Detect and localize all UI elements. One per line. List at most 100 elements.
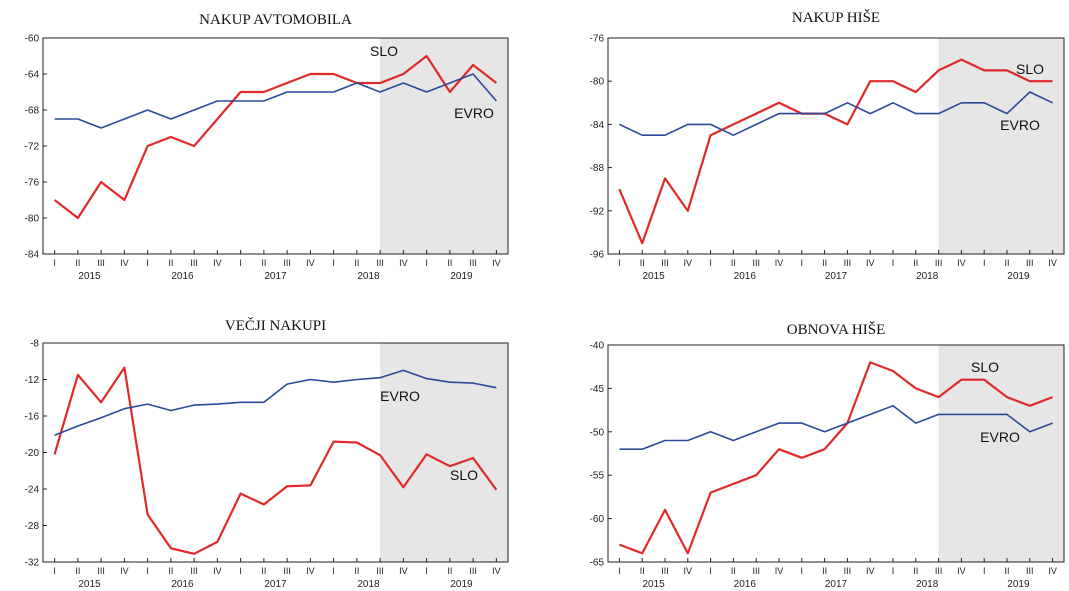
x-tick-label-quarter: III (469, 258, 477, 268)
y-tick-label: -40 (590, 341, 605, 352)
series-line-evro (54, 73, 498, 129)
y-tick-label: -68 (25, 106, 40, 117)
x-tick-label-year: 2016 (734, 579, 757, 590)
x-tick-label-quarter: IV (1048, 566, 1057, 576)
x-tick-label-year: 2018 (357, 271, 380, 282)
x-tick-label-quarter: III (283, 258, 291, 268)
x-tick-label-quarter: I (425, 258, 428, 268)
x-tick-label-quarter: II (822, 258, 827, 268)
x-tick-label-quarter: II (913, 566, 918, 576)
x-tick-label-year: 2016 (171, 271, 194, 282)
x-tick-label-quarter: IV (775, 566, 784, 576)
x-tick-label-quarter: III (1026, 258, 1034, 268)
shaded-region (938, 38, 1064, 254)
x-tick-label-quarter: III (1026, 566, 1034, 576)
x-tick-label-quarter: III (97, 258, 105, 268)
x-tick-label-quarter: I (146, 566, 149, 576)
chart-panel-3: VEČJI NAKUPI-32-28-24-20-16-12-8I II III IV… (25, 317, 509, 590)
x-tick-label-year: 2015 (78, 579, 101, 590)
x-tick-label-quarter: III (752, 258, 760, 268)
x-tick-label-quarter: I (618, 258, 621, 268)
chart-panel-1: NAKUP AVTOMOBILA-84-80-76-72-68-64-60I II… (25, 12, 509, 282)
x-tick-label-quarter: II (75, 566, 80, 576)
x-tick-label-year: 2019 (450, 579, 473, 590)
x-tick-label-quarter: II (640, 566, 645, 576)
series-label-slo: SLO (1016, 61, 1044, 77)
x-tick-label-year: 2015 (78, 271, 101, 282)
y-tick-label: -76 (25, 178, 40, 189)
series-line-slo (53, 54, 498, 220)
y-tick-label: -80 (590, 77, 605, 88)
x-tick-label-quarter: I (53, 566, 56, 576)
x-tick-label-year: 2017 (264, 579, 287, 590)
x-tick-label-quarter: I (146, 258, 149, 268)
x-tick-label-quarter: II (1004, 566, 1009, 576)
shaded-region (380, 343, 508, 562)
x-tick-label-year: 2019 (1007, 271, 1030, 282)
y-tick-label: -64 (25, 70, 40, 81)
x-tick-label-year: 2017 (264, 271, 287, 282)
x-tick-label-year: 2015 (642, 579, 665, 590)
x-tick-label-quarter: IV (1048, 258, 1057, 268)
series-label-slo: SLO (370, 43, 398, 59)
x-tick-label-quarter: III (190, 566, 198, 576)
series-line-slo (618, 58, 1053, 245)
chart-title: NAKUP AVTOMOBILA (199, 12, 352, 28)
chart-panel-4: OBNOVA HIŠE-65-60-55-50-45-40I II III IV I II… (590, 321, 1065, 590)
chart-title: OBNOVA HIŠE (787, 321, 886, 338)
x-tick-label-quarter: IV (492, 258, 501, 268)
x-tick-label-year: 2015 (642, 271, 665, 282)
x-tick-label-quarter: II (447, 258, 452, 268)
series-label-evro: EVRO (454, 105, 494, 121)
x-tick-label-quarter: II (731, 258, 736, 268)
y-tick-label: -96 (590, 250, 605, 261)
plot-frame (607, 344, 1065, 563)
y-tick-label: -20 (25, 448, 40, 459)
series-line-evro (619, 91, 1053, 136)
x-tick-label-quarter: I (983, 566, 986, 576)
x-tick-label-quarter: III (935, 566, 943, 576)
x-tick-label-quarter: IV (866, 566, 875, 576)
y-tick-label: -12 (25, 375, 40, 386)
x-tick-label-quarter: I (239, 566, 242, 576)
y-tick-label: -84 (590, 120, 605, 131)
y-tick-label: -84 (25, 250, 40, 261)
x-tick-label-year: 2016 (171, 579, 194, 590)
x-tick-label-quarter: II (261, 566, 266, 576)
x-tick-label-quarter: I (983, 258, 986, 268)
y-tick-label: -16 (25, 412, 40, 423)
shaded-region (938, 345, 1064, 562)
x-tick-label-quarter: II (354, 258, 359, 268)
series-line-evro (619, 404, 1053, 451)
x-tick-label-quarter: IV (866, 258, 875, 268)
y-tick-label: -88 (590, 163, 605, 174)
series-label-evro: EVRO (980, 429, 1020, 445)
y-tick-label: -24 (25, 485, 40, 496)
x-tick-label-quarter: I (709, 258, 712, 268)
x-tick-label-quarter: II (261, 258, 266, 268)
x-tick-label-year: 2019 (450, 271, 473, 282)
y-tick-label: -80 (25, 214, 40, 225)
plot-frame (607, 37, 1065, 255)
x-tick-label-quarter: I (892, 566, 895, 576)
x-tick-label-quarter: IV (957, 566, 966, 576)
x-tick-label-quarter: IV (120, 566, 129, 576)
x-tick-label-quarter: II (75, 258, 80, 268)
x-tick-label-year: 2019 (1007, 579, 1030, 590)
x-tick-label-quarter: IV (306, 258, 315, 268)
series-line-evro (54, 369, 497, 436)
x-tick-label-quarter: III (376, 566, 384, 576)
x-tick-label-quarter: III (661, 258, 669, 268)
x-tick-label-year: 2018 (916, 579, 939, 590)
x-tick-label-quarter: I (892, 258, 895, 268)
x-tick-label-quarter: II (913, 258, 918, 268)
y-tick-label: -55 (590, 471, 605, 482)
x-tick-label-quarter: II (731, 566, 736, 576)
x-tick-label-quarter: I (618, 566, 621, 576)
x-tick-label-quarter: IV (957, 258, 966, 268)
x-tick-label-quarter: IV (492, 566, 501, 576)
y-tick-label: -28 (25, 521, 40, 532)
y-tick-label: -60 (25, 34, 40, 45)
shaded-region (380, 38, 508, 254)
